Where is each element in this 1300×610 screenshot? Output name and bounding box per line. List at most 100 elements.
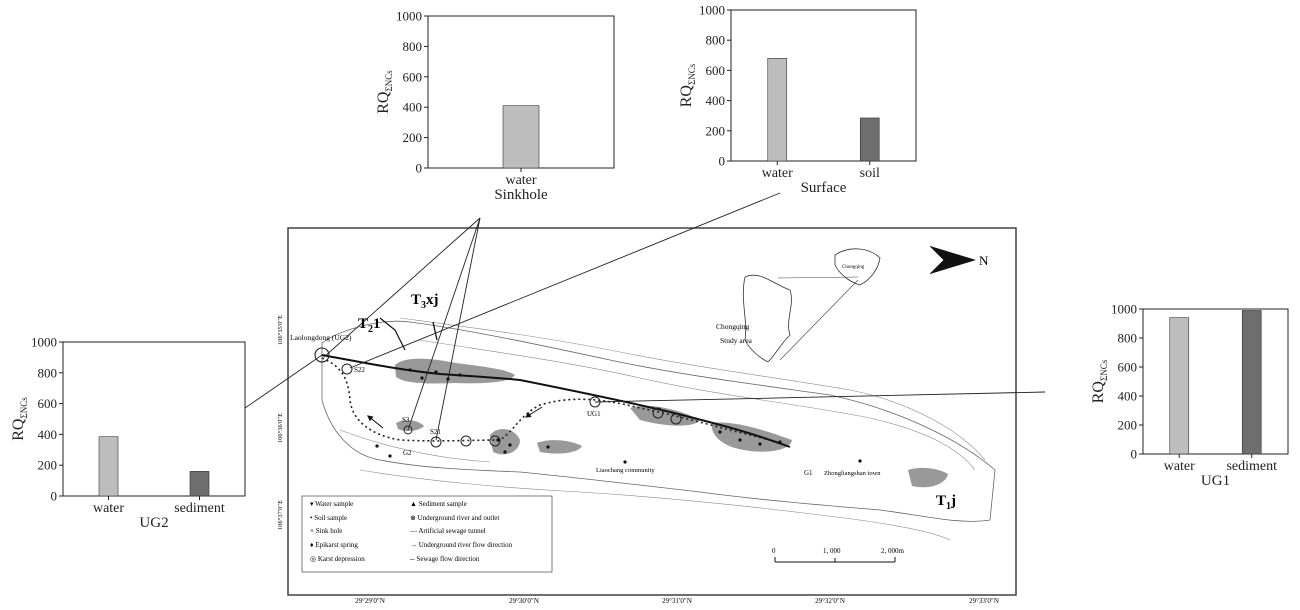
formation-t21: T21 (358, 316, 381, 335)
label-s22: S22 (354, 366, 365, 374)
bar-sediment (189, 471, 210, 497)
label-s21: S21 (430, 428, 441, 436)
y-tick-label: 800 (38, 365, 58, 380)
formation-t21-pointer (379, 317, 406, 351)
x-tick-label: soil (860, 166, 880, 181)
scale-mid: 1, 000 (823, 547, 841, 555)
formation-t3xj-pointer (432, 321, 438, 341)
flow-arrow (524, 406, 543, 418)
y-tick-label: 1000 (699, 3, 725, 18)
scale-0: 0 (772, 547, 776, 555)
connector-ug2 (244, 354, 323, 409)
bar-soil (859, 117, 880, 162)
x-tick-label: sediment (1226, 459, 1277, 474)
y-tick-label: 600 (403, 69, 423, 84)
y-tick-label: 600 (706, 63, 726, 78)
label-zhongliangshan: Zhongliangshan town (824, 470, 881, 477)
bar-sediment (1241, 310, 1262, 455)
study-area-map: T3xj T21 T1j Laolongdong (UG2) S22 S3 S2… (244, 192, 1046, 605)
underground-river (321, 357, 771, 442)
lon-tick: 106°37′0″E (277, 500, 284, 530)
legend-river-flow: → Underground river flow direction (410, 541, 513, 549)
valley-outline-inner-4 (339, 429, 491, 463)
legend-sediment-sample: ▲ Sediment sample (410, 500, 467, 508)
y-tick-label: 1000 (396, 9, 422, 24)
lon-tick: 106°35′0″E (277, 315, 284, 345)
plot-frame (730, 9, 917, 162)
connector-sinkhole-b (407, 217, 481, 431)
chart-title: UG2 (139, 515, 168, 531)
bar-water (98, 436, 119, 497)
lat-tick: 29°33′0″N (969, 597, 999, 605)
inset-link (779, 279, 859, 361)
y-tick-label: 800 (1118, 331, 1138, 346)
outlet-symbol-ug1 (589, 396, 601, 408)
inset-link (777, 276, 859, 279)
chart-surface: 0 200 400 600 800 1000 water soil Surface RQΣNCs (678, 3, 917, 196)
sink-hole-s22 (341, 363, 353, 375)
sink-hole-s21 (430, 436, 442, 448)
connector-sinkhole-c (435, 217, 481, 441)
y-tick-label: 1000 (1111, 302, 1137, 317)
x-tick-label: water (505, 173, 536, 188)
legend-sink-hole: × Sink hole (310, 527, 342, 535)
soil-sample-dots (375, 368, 862, 464)
valley-outline-inner-3 (359, 469, 951, 541)
label-ug1: UG1 (587, 410, 601, 418)
chart-title: Surface (801, 180, 847, 196)
y-tick-label: 400 (1118, 389, 1138, 404)
y-tick-label: 0 (51, 489, 58, 504)
label-study-area: Study area (720, 336, 753, 345)
bar-water (1169, 317, 1190, 455)
legend-sewage-flow: -- Sewage flow direction (410, 555, 480, 563)
valley-outline-inner-2 (419, 339, 976, 471)
legend-box (301, 495, 553, 573)
connector-sinkhole-a (323, 217, 481, 358)
label-g2: G2 (403, 449, 412, 457)
outlet-symbol (670, 413, 682, 425)
lat-tick: 29°32′0″N (815, 597, 845, 605)
y-axis-label: RQΣNCs (678, 63, 697, 107)
x-tick-label: water (762, 166, 793, 181)
y-tick-label: 800 (403, 39, 423, 54)
legend-soil-sample: • Soil sample (310, 514, 347, 522)
karst-depression (537, 440, 582, 454)
outlet-symbol (460, 435, 472, 447)
scale-bar: 0 1, 000 2, 000m (772, 547, 905, 563)
scale-end: 2, 000m (881, 547, 905, 555)
x-tick-label: water (1164, 459, 1195, 474)
label-chongqing: Chongqing (716, 322, 750, 331)
outlet-symbol (652, 407, 664, 419)
label-inset-chongqing: Chongqing (842, 265, 865, 270)
y-axis-label: RQΣNCs (10, 397, 29, 441)
y-tick-label: 400 (706, 93, 726, 108)
y-axis-label: RQΣNCs (375, 70, 394, 114)
valley-outline-outer (321, 320, 996, 522)
connector-surface (349, 192, 781, 369)
label-g1: G1 (804, 469, 813, 477)
y-tick-label: 400 (403, 100, 423, 115)
lat-tick: 29°31′0″N (662, 597, 692, 605)
karst-depression (490, 428, 520, 455)
north-arrow: N (929, 245, 989, 275)
legend-sewage-tunnel: — Artificial sewage tunnel (409, 527, 486, 535)
karst-depression (908, 467, 948, 488)
bar-water (502, 105, 540, 169)
y-tick-label: 200 (403, 130, 423, 145)
y-axis-label: RQΣNCs (1090, 359, 1109, 403)
china-outline (834, 248, 881, 286)
y-tick-label: 200 (706, 123, 726, 138)
bar-water (767, 58, 788, 162)
plot-frame (62, 341, 246, 497)
y-tick-label: 1000 (31, 335, 57, 350)
y-tick-label: 800 (706, 33, 726, 48)
lat-tick: 29°29′0″N (355, 597, 385, 605)
label-liaochang: Liaochang community (596, 467, 655, 474)
y-tick-label: 0 (1131, 447, 1138, 462)
underground-river-outlet-ug2 (314, 347, 330, 363)
plot-frame (1142, 308, 1289, 455)
y-tick-label: 600 (38, 396, 58, 411)
label-s3: S3 (402, 416, 410, 424)
y-tick-label: 600 (1118, 360, 1138, 375)
